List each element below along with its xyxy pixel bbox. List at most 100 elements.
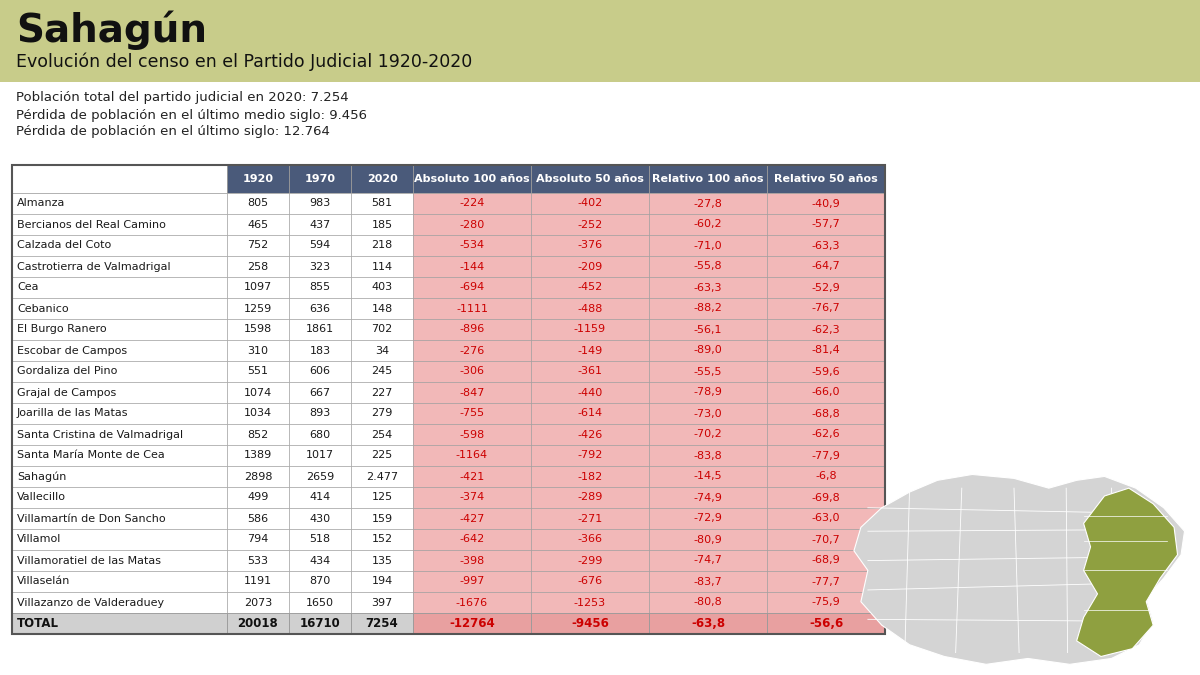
Text: Cebanico: Cebanico bbox=[17, 304, 68, 313]
Bar bbox=[530, 214, 649, 235]
Bar bbox=[352, 571, 413, 592]
Text: -63,8: -63,8 bbox=[691, 617, 725, 630]
Text: -676: -676 bbox=[577, 576, 602, 587]
Bar bbox=[530, 613, 649, 634]
Bar bbox=[530, 277, 649, 298]
Text: 983: 983 bbox=[310, 198, 331, 209]
Text: 414: 414 bbox=[310, 493, 331, 502]
Bar bbox=[767, 214, 886, 235]
Bar bbox=[413, 361, 530, 382]
Bar bbox=[767, 550, 886, 571]
Bar bbox=[289, 613, 352, 634]
Bar bbox=[649, 214, 767, 235]
Text: -534: -534 bbox=[460, 240, 485, 250]
Text: 218: 218 bbox=[371, 240, 392, 250]
Bar bbox=[289, 256, 352, 277]
Text: Cea: Cea bbox=[17, 283, 38, 292]
Text: Pérdida de población en el último medio siglo: 9.456: Pérdida de población en el último medio … bbox=[16, 109, 367, 121]
Text: 1034: 1034 bbox=[244, 408, 272, 418]
Text: -209: -209 bbox=[577, 261, 602, 271]
Text: -83,8: -83,8 bbox=[694, 450, 722, 460]
Text: -77,7: -77,7 bbox=[811, 576, 840, 587]
Bar bbox=[767, 445, 886, 466]
Text: Villamoratiel de las Matas: Villamoratiel de las Matas bbox=[17, 556, 161, 566]
Text: Población total del partido judicial en 2020: 7.254: Población total del partido judicial en … bbox=[16, 92, 349, 105]
Text: -1159: -1159 bbox=[574, 325, 606, 335]
Bar bbox=[289, 424, 352, 445]
Text: -997: -997 bbox=[460, 576, 485, 587]
Text: -440: -440 bbox=[577, 387, 602, 398]
Text: 403: 403 bbox=[372, 283, 392, 292]
Bar bbox=[767, 508, 886, 529]
Bar bbox=[12, 235, 227, 256]
Bar bbox=[12, 613, 227, 634]
Text: 518: 518 bbox=[310, 535, 330, 545]
Text: 893: 893 bbox=[310, 408, 331, 418]
Text: 1598: 1598 bbox=[244, 325, 272, 335]
Bar bbox=[12, 445, 227, 466]
Text: -374: -374 bbox=[460, 493, 485, 502]
Text: -1111: -1111 bbox=[456, 304, 488, 313]
Bar bbox=[767, 319, 886, 340]
Text: Pérdida de población en el último siglo: 12.764: Pérdida de población en el último siglo:… bbox=[16, 126, 330, 138]
Text: -12764: -12764 bbox=[449, 617, 494, 630]
Text: -55,8: -55,8 bbox=[694, 261, 722, 271]
Text: 1074: 1074 bbox=[244, 387, 272, 398]
Bar bbox=[530, 256, 649, 277]
Bar bbox=[649, 508, 767, 529]
Text: 551: 551 bbox=[247, 367, 269, 377]
Bar bbox=[289, 445, 352, 466]
Bar bbox=[649, 571, 767, 592]
Text: -60,2: -60,2 bbox=[694, 219, 722, 230]
Bar bbox=[767, 165, 886, 193]
Bar bbox=[530, 193, 649, 214]
Text: Santa María Monte de Cea: Santa María Monte de Cea bbox=[17, 450, 164, 460]
Bar bbox=[767, 235, 886, 256]
Bar bbox=[767, 256, 886, 277]
Text: 225: 225 bbox=[371, 450, 392, 460]
Text: -71,0: -71,0 bbox=[694, 240, 722, 250]
Bar bbox=[649, 466, 767, 487]
Text: 148: 148 bbox=[371, 304, 392, 313]
Bar bbox=[12, 424, 227, 445]
Bar bbox=[413, 214, 530, 235]
Text: 465: 465 bbox=[247, 219, 269, 230]
Bar bbox=[12, 277, 227, 298]
Text: Vallecillo: Vallecillo bbox=[17, 493, 66, 502]
Bar bbox=[530, 487, 649, 508]
Bar bbox=[12, 165, 886, 634]
Text: -74,7: -74,7 bbox=[694, 556, 722, 566]
Bar bbox=[649, 193, 767, 214]
Bar bbox=[12, 403, 227, 424]
Text: -80,9: -80,9 bbox=[694, 535, 722, 545]
Bar bbox=[530, 529, 649, 550]
Bar bbox=[227, 298, 289, 319]
Bar bbox=[352, 466, 413, 487]
Text: 870: 870 bbox=[310, 576, 331, 587]
Bar bbox=[767, 571, 886, 592]
Text: 437: 437 bbox=[310, 219, 331, 230]
Text: -55,5: -55,5 bbox=[694, 367, 722, 377]
Text: 1970: 1970 bbox=[305, 174, 336, 184]
Bar bbox=[352, 445, 413, 466]
Bar bbox=[767, 361, 886, 382]
Text: Calzada del Coto: Calzada del Coto bbox=[17, 240, 112, 250]
Bar bbox=[413, 256, 530, 277]
Bar bbox=[530, 298, 649, 319]
Bar bbox=[649, 235, 767, 256]
Text: -642: -642 bbox=[460, 535, 485, 545]
Text: TOTAL: TOTAL bbox=[17, 617, 59, 630]
Text: 636: 636 bbox=[310, 304, 330, 313]
Bar bbox=[227, 165, 289, 193]
Text: 667: 667 bbox=[310, 387, 330, 398]
Bar bbox=[767, 193, 886, 214]
Text: -73,0: -73,0 bbox=[694, 408, 722, 418]
Text: -9456: -9456 bbox=[571, 617, 608, 630]
Text: -149: -149 bbox=[577, 346, 602, 356]
Bar bbox=[289, 340, 352, 361]
Bar bbox=[649, 256, 767, 277]
Text: -72,9: -72,9 bbox=[694, 514, 722, 524]
Text: Joarilla de las Matas: Joarilla de las Matas bbox=[17, 408, 128, 418]
Bar bbox=[12, 361, 227, 382]
Bar bbox=[352, 613, 413, 634]
